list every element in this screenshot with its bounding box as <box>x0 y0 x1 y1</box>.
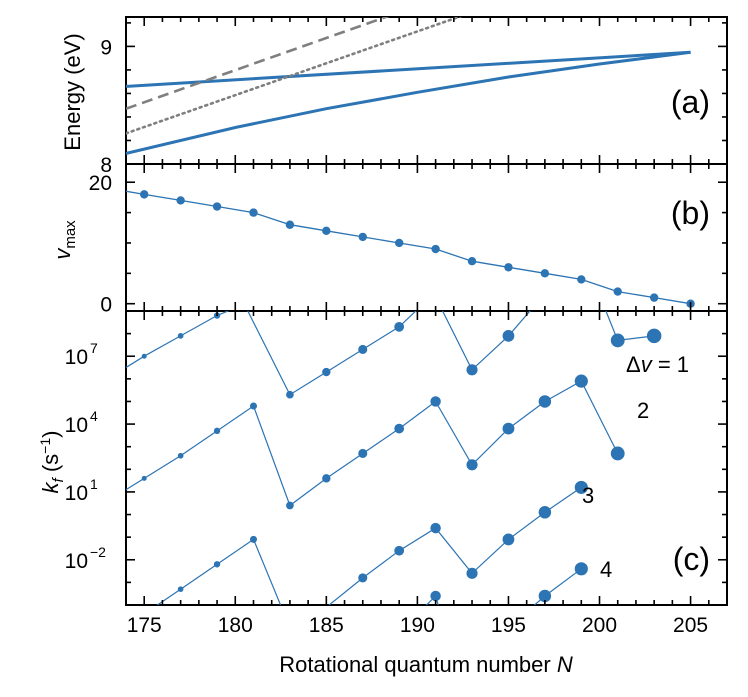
energy-line-dashed <box>126 17 390 110</box>
kf-point-dv1 <box>177 333 184 339</box>
kf-point-dv3 <box>394 545 405 556</box>
vmax-point <box>285 220 295 229</box>
xtick-label: 180 <box>218 614 253 637</box>
panel-label-c: (c) <box>673 541 710 577</box>
ylabel-kf: kf (s−1) <box>37 431 67 494</box>
ytick-label-energy: 9 <box>100 36 112 59</box>
panel-label-b: (b) <box>671 195 710 231</box>
kf-line-dv3 <box>156 486 582 605</box>
panel-a-plot <box>126 17 691 155</box>
kf-point-dv2 <box>394 423 405 434</box>
kf-point-dv2 <box>502 422 515 435</box>
kf-point-dv2 <box>538 395 552 408</box>
panel-b-frame <box>125 163 728 312</box>
kf-point-dv2 <box>358 448 368 459</box>
vmax-point <box>394 238 404 248</box>
xtick-label: 190 <box>400 614 435 637</box>
kf-point-dv2 <box>466 459 478 471</box>
kf-point-dv3 <box>574 480 588 494</box>
vmax-point <box>176 196 185 205</box>
kf-point-dv1 <box>358 344 368 354</box>
xlabel: Rotational quantum number N <box>279 652 573 677</box>
vmax-point <box>249 208 258 217</box>
kf-point-dv3 <box>213 561 221 568</box>
vmax-point <box>540 269 550 278</box>
ytick-label-kf-exponent: 7 <box>90 340 98 356</box>
annotation-dv1: Δv = 1 <box>626 352 689 377</box>
kf-point-dv2 <box>610 446 625 461</box>
ytick-label-kf: 10 <box>65 550 88 573</box>
kf-point-dv1 <box>141 353 147 359</box>
kf-point-dv3 <box>502 533 515 546</box>
kf-point-dv2 <box>213 427 221 435</box>
ytick-label-kf-exponent: −2 <box>90 544 106 560</box>
xtick-label: 195 <box>491 614 526 637</box>
annotation-dv3: 3 <box>582 483 594 508</box>
xtick-label: 175 <box>127 614 162 637</box>
ytick-label-vmax: 20 <box>89 172 112 195</box>
kf-point-dv2 <box>141 475 147 481</box>
ytick-label-kf-exponent: 4 <box>90 408 98 424</box>
panel-b-plot <box>126 190 695 308</box>
xtick-label: 200 <box>582 614 617 637</box>
kf-point-dv3 <box>358 573 368 583</box>
kf-point-dv2 <box>286 501 294 510</box>
kf-point-dv3 <box>538 506 552 519</box>
xtick-label: 205 <box>673 614 708 637</box>
ytick-label-kf-exponent: 1 <box>90 476 98 492</box>
kf-point-dv4 <box>574 562 588 576</box>
kf-point-dv3 <box>466 567 478 579</box>
vmax-point <box>140 190 149 199</box>
ytick-label-kf: 10 <box>65 346 88 369</box>
kf-point-dv1 <box>394 321 405 332</box>
ytick-label-kf: 10 <box>65 482 88 505</box>
energy-line-upper <box>126 50 691 88</box>
kf-point-dv2 <box>177 452 184 459</box>
kf-point-dv2 <box>322 474 331 483</box>
vmax-point <box>613 287 622 296</box>
panel-label-a: (a) <box>671 84 710 120</box>
vmax-point <box>504 263 513 272</box>
vmax-line <box>126 190 691 305</box>
kf-point-dv2 <box>249 402 258 410</box>
ylabel-energy: Energy (eV) <box>60 33 85 150</box>
kf-point-dv1 <box>466 364 478 376</box>
energy-line-lower <box>126 50 691 155</box>
axis-ticks <box>126 17 727 606</box>
energy-line-dotted <box>126 17 463 135</box>
annotation-dv4: 4 <box>600 557 612 582</box>
ytick-label-vmax: 0 <box>100 294 112 317</box>
ytick-label-energy: 8 <box>100 154 112 177</box>
vmax-point <box>649 293 659 302</box>
annotation-dv2: 2 <box>637 398 649 423</box>
kf-point-dv3 <box>177 586 184 593</box>
vmax-point <box>577 275 586 284</box>
vmax-point <box>431 244 440 254</box>
xtick-label: 185 <box>309 614 344 637</box>
kf-point-dv1 <box>646 328 662 344</box>
kf-point-dv1 <box>502 329 515 342</box>
vmax-point <box>467 256 477 266</box>
kf-point-dv1 <box>322 367 331 377</box>
panel-c-plot <box>126 311 662 605</box>
vmax-point <box>358 232 367 242</box>
kf-point-dv4 <box>430 590 441 602</box>
kf-point-dv4 <box>538 589 552 603</box>
kf-point-dv2 <box>430 396 441 407</box>
kf-point-dv1 <box>286 390 294 399</box>
ylabel-vmax: vmax <box>50 220 79 260</box>
vmax-point <box>212 202 222 211</box>
kf-point-dv2 <box>574 374 588 388</box>
ytick-label-kf: 10 <box>65 414 88 437</box>
kf-point-dv3 <box>249 535 258 543</box>
vmax-point <box>322 226 331 236</box>
kf-point-dv1 <box>610 333 625 348</box>
kf-point-dv3 <box>430 522 441 534</box>
